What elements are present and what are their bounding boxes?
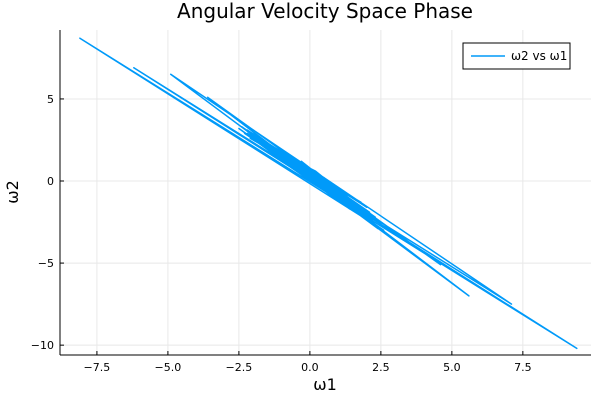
x-tick-label: 2.5 [372, 361, 390, 374]
x-tick-label: 5.0 [443, 361, 461, 374]
legend: ω2 vs ω1 [462, 42, 571, 70]
y-tick-label: 5 [47, 93, 54, 106]
y-tick-label: 0 [47, 175, 54, 188]
grid [60, 30, 591, 355]
legend-label: ω2 vs ω1 [511, 49, 567, 63]
y-axis-label: ω2 [3, 180, 22, 204]
y-ticks: −10 −5 0 5 [31, 93, 64, 352]
x-axis-label: ω1 [313, 375, 337, 394]
series-line-omega2-vs-omega1 [79, 37, 578, 350]
y-tick-label: −5 [38, 257, 54, 270]
chart-title: Angular Velocity Space Phase [177, 0, 473, 23]
x-tick-label: −2.5 [226, 361, 253, 374]
x-tick-label: −7.5 [84, 361, 111, 374]
x-tick-label: 7.5 [514, 361, 532, 374]
x-ticks: −7.5 −5.0 −2.5 0.0 2.5 5.0 7.5 [84, 351, 532, 374]
y-tick-label: −10 [31, 339, 54, 352]
x-tick-label: 0.0 [301, 361, 319, 374]
x-tick-label: −5.0 [155, 361, 182, 374]
